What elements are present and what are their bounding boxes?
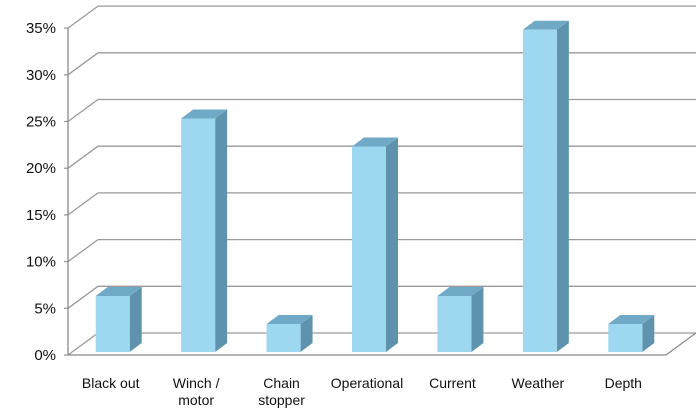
bar-top [522,20,569,30]
bar-top [95,286,142,296]
bar-2 [266,314,313,352]
x-category-label: Weather [512,375,565,391]
x-category-label-line: Current [429,375,476,391]
y-tick-label: 0% [34,347,56,364]
bar-front [352,146,386,352]
gridline-depth-0 [67,332,99,356]
x-category-label: Winch / motor [173,375,220,408]
bar-top [266,314,313,324]
bars [95,20,655,353]
bar-6 [608,314,655,352]
bar-top [608,314,655,324]
gridline-depth-3 [67,192,99,216]
x-category-label-line: Operational [331,375,403,391]
bar-side [642,314,655,352]
gridline-depth-5 [67,98,99,123]
bar-front [437,295,472,352]
x-category-label-line: stopper [258,392,305,408]
x-category-label: Black out [82,375,140,391]
gridline-depth-2 [67,239,99,263]
bar-side [471,286,484,352]
x-category-label: Depth [605,375,642,391]
x-category-label-line: Black out [82,375,140,391]
bar-side [215,109,228,352]
x-category-label-line: Weather [512,375,565,391]
gridline-depth-7 [67,5,99,29]
gridline-depth-1 [67,285,99,309]
x-category-label-line: Winch / [173,375,220,391]
y-tick-label: 25% [26,114,56,131]
y-tick-label: 35% [26,20,56,37]
y-tick-label: 5% [34,300,56,317]
bar-front [522,29,557,353]
y-tick-label: 10% [26,254,56,271]
y-tick-label: 20% [26,160,56,177]
x-axis-labels: Black out Winch / motor Chain stopper Operati… [82,375,642,408]
bar-top [437,286,484,296]
x-category-label-line: Depth [605,375,642,391]
bar-side [386,137,398,352]
bar-3 [352,137,398,352]
gridline-depth-4 [67,145,99,169]
bar-side [300,314,313,352]
y-axis-ticks: 0% 5% 10% 15% 20% 25% 30% 35% [26,20,56,364]
x-category-label: Current [429,375,476,391]
bar-5 [522,20,569,353]
bar-0 [95,286,142,352]
y-tick-label: 30% [26,67,56,84]
x-category-label: Chain stopper [258,375,305,408]
bar-1 [181,109,228,352]
bar-top [181,109,228,119]
bar-front [181,118,216,352]
bar-side [556,20,569,353]
x-category-label: Operational [331,375,403,391]
y-tick-label: 15% [26,207,56,224]
bar-top [352,137,398,147]
bar-side [129,286,142,352]
x-category-label-line: Chain [263,375,300,391]
bar-front [95,295,130,352]
bar-front [608,323,643,352]
x-category-label-line: motor [178,392,214,408]
bar-4 [437,286,484,352]
gridline-depth-6 [67,52,99,76]
floor-right-edge [665,332,696,356]
bar-front [266,323,301,352]
